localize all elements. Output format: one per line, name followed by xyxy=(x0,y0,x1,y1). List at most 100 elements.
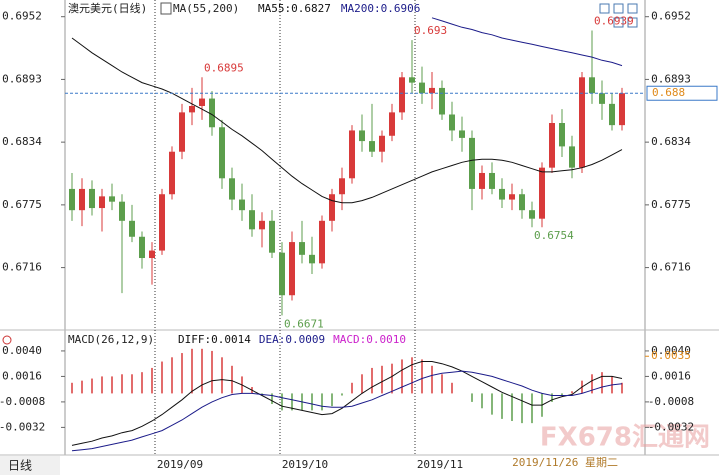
candle-body xyxy=(569,146,575,168)
icon[interactable] xyxy=(627,17,638,28)
y-tick-label: 0.6716 xyxy=(2,261,42,274)
indicator-label: MACD(26,12,9) xyxy=(68,333,154,346)
candle-body xyxy=(89,188,95,209)
x-tick-label: 2019/11 xyxy=(417,458,463,471)
candle-body xyxy=(429,87,435,94)
y-tick-label: 0.6775 xyxy=(651,198,691,211)
line-series xyxy=(71,361,623,446)
y-tick-label: 0.6775 xyxy=(2,198,42,211)
candle-body xyxy=(459,130,465,138)
candle-body xyxy=(579,77,585,168)
candle-body xyxy=(449,114,455,131)
legend-entry: MA200:0.6906 xyxy=(341,2,420,15)
line-series xyxy=(71,37,623,204)
candle-body xyxy=(609,103,615,126)
high-label: 0.6895 xyxy=(204,61,244,74)
candle-body xyxy=(109,196,115,202)
candle-body xyxy=(329,194,335,221)
y-tick-label: -0.0032 xyxy=(0,420,45,433)
candle-body xyxy=(539,167,545,219)
candle-body xyxy=(249,210,255,230)
candle-body xyxy=(399,77,405,113)
y-tick-label: 0.0040 xyxy=(651,344,691,357)
candle-body xyxy=(299,242,305,255)
candle-body xyxy=(209,98,215,128)
icon[interactable] xyxy=(613,17,624,28)
candle-body xyxy=(599,93,605,104)
candle-body xyxy=(319,220,325,264)
candle-body xyxy=(79,188,85,211)
candle-body xyxy=(99,196,105,209)
candle-body xyxy=(309,254,315,264)
candle-body xyxy=(419,82,425,94)
candle-body xyxy=(589,77,595,94)
period-tab[interactable] xyxy=(0,456,60,475)
y-tick-label: 0.0016 xyxy=(2,369,42,382)
y-tick-label: 0.6893 xyxy=(651,72,691,85)
candle-body xyxy=(219,127,225,179)
legend-entry: DEA:0.0009 xyxy=(259,333,325,346)
x-tick-label: 2019/10 xyxy=(282,458,328,471)
indicator-label: MA(55,200) xyxy=(173,2,239,15)
high-label: 0.6939 xyxy=(594,15,634,28)
y-tick-label: 0.6952 xyxy=(651,10,691,23)
candle-body xyxy=(189,105,195,113)
indicator-icon[interactable] xyxy=(2,335,12,345)
candle-body xyxy=(349,130,355,179)
legend-entry: MACD:0.0010 xyxy=(333,333,406,346)
candle-body xyxy=(439,87,445,115)
date-label: 2019/11/26 星期二 xyxy=(512,456,618,469)
candle-body xyxy=(259,220,265,230)
candle-body xyxy=(169,151,175,195)
candle-body xyxy=(549,123,555,168)
candle-body xyxy=(129,220,135,237)
candle-body xyxy=(559,123,565,147)
right-marker-label: 0.0035 xyxy=(651,349,691,362)
y-tick-label: 0.6952 xyxy=(2,10,42,23)
y-tick-label: -0.0008 xyxy=(0,395,45,408)
candle-body xyxy=(289,242,295,296)
candle-body xyxy=(149,250,155,259)
candle-body xyxy=(369,141,375,152)
legend-entry: DIFF:0.0014 xyxy=(178,333,251,346)
icon[interactable] xyxy=(627,3,638,14)
candle-body xyxy=(379,135,385,152)
candle-body xyxy=(119,201,125,221)
y-tick-label: 0.6834 xyxy=(651,135,691,148)
legend-icon xyxy=(160,2,172,15)
candle-body xyxy=(339,178,345,195)
last-price-box xyxy=(646,85,718,101)
candle-body xyxy=(359,130,365,142)
y-tick-label: -0.0032 xyxy=(648,420,694,433)
y-tick-label: 0.6716 xyxy=(651,261,691,274)
legend-entry: MA55:0.6827 xyxy=(258,2,331,15)
y-tick-label: -0.0008 xyxy=(648,395,694,408)
chart-title: 澳元美元(日线) xyxy=(68,1,147,15)
candle-body xyxy=(389,112,395,136)
high-label: 0.693 xyxy=(414,24,447,37)
candle-body xyxy=(139,236,145,259)
low-label: 0.6754 xyxy=(534,229,574,242)
y-tick-label: 0.6834 xyxy=(2,135,42,148)
y-tick-label: 0.0016 xyxy=(651,369,691,382)
x-tick-label: 2019/09 xyxy=(157,458,203,471)
watermark: FX678汇通网 xyxy=(540,423,710,453)
low-label: 0.6671 xyxy=(284,317,324,330)
line-series xyxy=(431,17,623,67)
candle-body xyxy=(199,98,205,106)
candle-body xyxy=(479,172,485,189)
candle-body xyxy=(409,77,415,83)
icon[interactable] xyxy=(599,3,610,14)
candle-body xyxy=(179,112,185,152)
candle-body xyxy=(489,172,495,189)
candle-body xyxy=(159,194,165,251)
icon[interactable] xyxy=(613,3,624,14)
line-series xyxy=(71,370,623,452)
candle-body xyxy=(469,137,475,189)
period-label: 日线 xyxy=(8,459,32,473)
candle-body xyxy=(69,188,75,211)
candle-body xyxy=(519,194,525,211)
y-tick-label: 0.6893 xyxy=(2,72,42,85)
candle-body xyxy=(529,210,535,219)
